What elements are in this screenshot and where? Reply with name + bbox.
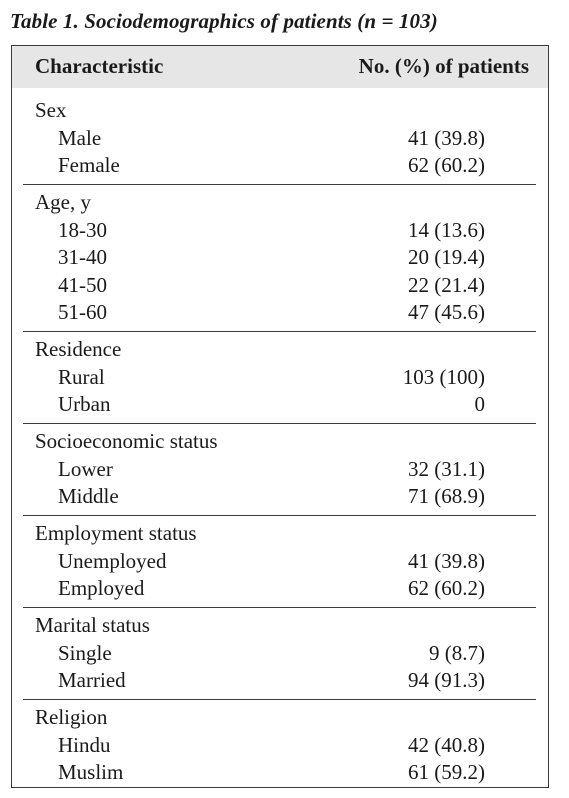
section-divider (23, 184, 536, 185)
row-value: 94 (91.3) (408, 668, 485, 692)
table-group-row: Sex (12, 97, 548, 124)
section-divider (23, 607, 536, 608)
group-label: Marital status (35, 613, 150, 637)
table-group-row: Residence (12, 336, 548, 363)
section-divider (23, 515, 536, 516)
row-label: Rural (58, 364, 105, 389)
row-value: 41 (39.8) (408, 125, 485, 150)
column-header-characteristic: Characteristic (35, 54, 164, 78)
row-label: Single (58, 640, 112, 665)
row-value: 71 (68.9) (408, 484, 485, 508)
table-row: Unemployed 41 (39.8) (12, 548, 548, 575)
row-label: 41-50 (58, 272, 107, 297)
table-group-row: Religion (12, 704, 548, 731)
row-value: 47 (45.6) (408, 300, 485, 324)
table-row: Hindu 42 (40.8) (12, 732, 548, 759)
section-divider (23, 331, 536, 332)
group-label: Religion (35, 705, 108, 729)
row-label: Female (58, 153, 120, 177)
row-label: 18-30 (58, 217, 107, 242)
group-label: Socioeconomic status (35, 429, 218, 453)
row-label: Married (58, 668, 126, 692)
group-label: Residence (35, 337, 122, 361)
row-value: 32 (31.1) (408, 456, 485, 481)
table-caption: Table 1. Sociodemographics of patients (… (10, 9, 438, 33)
row-value: 62 (60.2) (408, 576, 485, 600)
row-value: 22 (21.4) (408, 272, 485, 297)
table-row: Muslim 61 (59.2) (12, 759, 548, 786)
table-row: 18-30 14 (13.6) (12, 217, 548, 244)
table-row: Middle 71 (68.9) (12, 483, 548, 510)
table-row: Lower 32 (31.1) (12, 456, 548, 483)
row-value: 9 (8.7) (429, 640, 485, 665)
row-value: 41 (39.8) (408, 548, 485, 573)
table-header-row: Characteristic No. (%) of patients (12, 46, 548, 88)
group-label: Employment status (35, 521, 197, 545)
row-value: 20 (19.4) (408, 245, 485, 269)
row-label: Unemployed (58, 548, 167, 573)
sociodemographics-table: Characteristic No. (%) of patients Sex Ma… (11, 45, 549, 788)
row-value: 103 (100) (402, 364, 485, 389)
table-group-row: Employment status (12, 520, 548, 547)
section-divider (23, 423, 536, 424)
row-label: Lower (58, 456, 113, 481)
table-group-row: Age, y (12, 189, 548, 216)
table-row: 31-40 20 (19.4) (12, 244, 548, 271)
column-header-patients: No. (%) of patients (358, 54, 529, 78)
row-label: Employed (58, 576, 145, 600)
group-label: Age, y (35, 190, 91, 214)
row-value: 14 (13.6) (408, 217, 485, 242)
row-label: Male (58, 125, 102, 150)
row-label: Hindu (58, 732, 111, 757)
row-value: 0 (474, 392, 486, 416)
row-label: Muslim (58, 760, 124, 784)
table-row: 41-50 22 (21.4) (12, 272, 548, 299)
group-label: Sex (35, 98, 67, 122)
row-label: Middle (58, 484, 119, 508)
table-row: 51-60 47 (45.6) (12, 299, 548, 326)
table-row: Urban 0 (12, 391, 548, 418)
row-value: 61 (59.2) (408, 760, 485, 784)
table-row: Female 62 (60.2) (12, 152, 548, 179)
row-value: 62 (60.2) (408, 153, 485, 177)
row-label: 51-60 (58, 300, 107, 324)
table-row: Single 9 (8.7) (12, 640, 548, 667)
row-label: Urban (58, 392, 111, 416)
table-row: Male 41 (39.8) (12, 125, 548, 152)
section-divider (23, 699, 536, 700)
table-group-row: Socioeconomic status (12, 428, 548, 455)
row-label: 31-40 (58, 245, 107, 269)
table-row: Married 94 (91.3) (12, 667, 548, 694)
table-row: Employed 62 (60.2) (12, 575, 548, 602)
table-row: Rural 103 (100) (12, 364, 548, 391)
row-value: 42 (40.8) (408, 732, 485, 757)
table-group-row: Marital status (12, 612, 548, 639)
